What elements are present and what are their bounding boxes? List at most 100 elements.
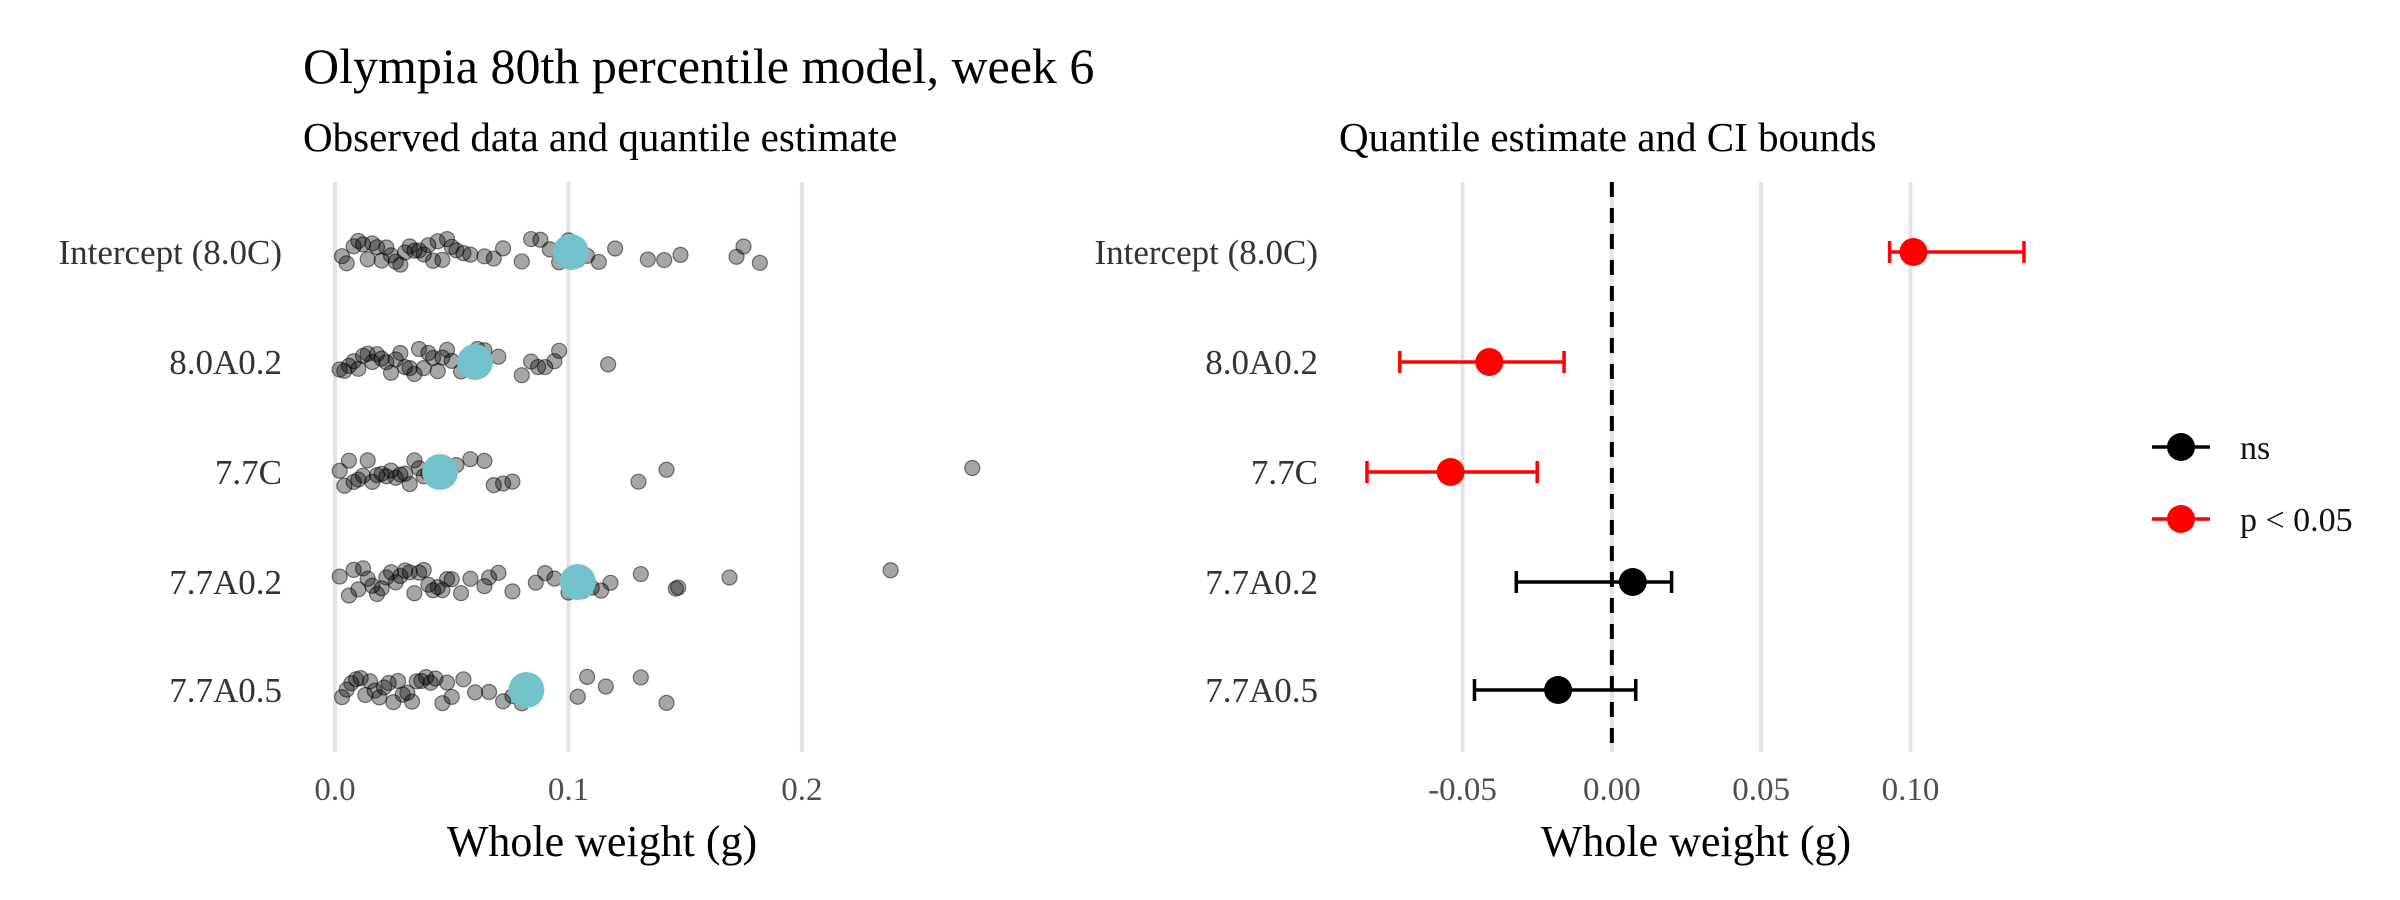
observation-point bbox=[401, 238, 418, 255]
observation-point bbox=[658, 461, 675, 478]
observation-point bbox=[401, 475, 418, 493]
panel-ci-x-ticks: -0.05 0.00 0.05 0.10 bbox=[1428, 772, 1939, 808]
observation-point bbox=[336, 477, 353, 494]
observation-point bbox=[721, 569, 738, 586]
observation-point bbox=[466, 684, 484, 701]
panel-ci-errorbars bbox=[1365, 238, 2026, 704]
observation-point bbox=[480, 569, 498, 586]
observation-point bbox=[494, 693, 512, 710]
observation-point bbox=[410, 340, 428, 358]
observation-point bbox=[494, 240, 512, 257]
estimate-point bbox=[1475, 348, 1504, 376]
observation-point bbox=[434, 251, 451, 268]
observation-point bbox=[462, 570, 479, 587]
observation-point bbox=[443, 688, 460, 706]
legend-label: ns bbox=[2240, 430, 2270, 467]
x-tick-label: 0.0 bbox=[314, 772, 355, 808]
category-label: 7.7C bbox=[1251, 453, 1318, 492]
category-label: 7.7A0.5 bbox=[1205, 671, 1318, 710]
quantile-estimate-point bbox=[422, 454, 459, 490]
legend-label: p < 0.05 bbox=[2240, 502, 2353, 539]
observation-point bbox=[429, 363, 446, 380]
observation-point bbox=[399, 684, 416, 701]
observation-point bbox=[590, 253, 607, 271]
x-tick-label: 0.05 bbox=[1732, 772, 1790, 808]
observation-point bbox=[504, 583, 521, 600]
panel-observed-category-labels: Intercept (8.0C) 8.0A0.2 7.7C 7.7A0.2 7.7A0.… bbox=[58, 233, 282, 710]
observation-point bbox=[551, 342, 568, 359]
observation-point bbox=[735, 238, 752, 255]
category-label: 8.0A0.2 bbox=[1205, 343, 1318, 382]
observation-point bbox=[490, 348, 507, 365]
quantile-estimate-point bbox=[457, 344, 494, 380]
observation-point bbox=[361, 673, 379, 690]
observation-point bbox=[338, 255, 355, 272]
observation-point bbox=[438, 570, 456, 588]
observation-point bbox=[392, 256, 409, 273]
observation-point bbox=[354, 560, 372, 577]
quantile-estimate-point bbox=[559, 564, 596, 600]
x-tick-label: 0.00 bbox=[1583, 772, 1641, 808]
observation-point bbox=[480, 683, 498, 701]
observation-point bbox=[964, 459, 981, 477]
estimate-point bbox=[1436, 458, 1465, 486]
observation-point bbox=[331, 568, 348, 585]
observation-point bbox=[434, 349, 451, 366]
observation-point bbox=[513, 367, 530, 384]
observation-point bbox=[359, 251, 376, 268]
panel-observed-x-ticks: 0.0 0.1 0.2 bbox=[314, 772, 822, 808]
legend-key-point bbox=[2167, 505, 2195, 533]
observation-point bbox=[403, 693, 421, 710]
observation-point bbox=[658, 694, 675, 711]
observation-point bbox=[364, 577, 381, 594]
observation-point bbox=[751, 254, 768, 271]
observation-point bbox=[579, 668, 596, 685]
observation-point bbox=[452, 585, 470, 602]
category-label: 8.0A0.2 bbox=[169, 343, 282, 382]
observation-point bbox=[537, 565, 554, 582]
observation-point bbox=[359, 452, 376, 469]
observation-point bbox=[672, 246, 689, 263]
observation-point bbox=[462, 246, 479, 263]
observation-point bbox=[429, 233, 446, 250]
observation-point bbox=[396, 465, 414, 482]
observation-point bbox=[392, 344, 409, 362]
observation-point bbox=[569, 688, 586, 705]
observation-point bbox=[882, 562, 899, 579]
observation-point bbox=[354, 467, 372, 484]
quantile-estimate-point bbox=[552, 234, 589, 270]
observation-point bbox=[546, 570, 563, 587]
observation-point bbox=[546, 353, 563, 370]
observation-point bbox=[513, 253, 530, 270]
panel-observed-estimates bbox=[422, 234, 596, 708]
panel-observed-x-axis-label: Whole weight (g) bbox=[447, 817, 757, 866]
x-tick-label: 0.10 bbox=[1882, 772, 1940, 808]
observation-point bbox=[632, 565, 649, 583]
observation-point bbox=[420, 237, 437, 254]
panel-ci: Quantile estimate and CI bounds Intercep… bbox=[1094, 114, 2026, 866]
observation-point bbox=[602, 574, 619, 591]
observation-point bbox=[607, 240, 624, 257]
observation-point bbox=[462, 451, 479, 468]
observation-point bbox=[597, 678, 614, 695]
observation-point bbox=[415, 246, 432, 263]
observation-point bbox=[340, 357, 358, 374]
x-tick-label: 0.2 bbox=[781, 772, 822, 808]
observation-point bbox=[406, 242, 423, 259]
observation-point bbox=[476, 452, 493, 469]
observation-point bbox=[331, 462, 348, 479]
panel-ci-subtitle: Quantile estimate and CI bounds bbox=[1339, 114, 1876, 160]
observation-point bbox=[406, 452, 423, 469]
observation-point bbox=[375, 679, 393, 696]
observation-point bbox=[415, 561, 432, 579]
category-label: 7.7C bbox=[215, 453, 282, 492]
observation-point bbox=[670, 579, 687, 596]
observation-point bbox=[532, 231, 549, 248]
category-label: 7.7A0.5 bbox=[169, 671, 282, 710]
estimate-point bbox=[1544, 676, 1573, 704]
panel-observed-subtitle: Observed data and quantile estimate bbox=[303, 114, 897, 160]
category-label: Intercept (8.0C) bbox=[1094, 233, 1318, 272]
observation-point bbox=[382, 564, 400, 581]
observation-point bbox=[352, 670, 369, 687]
